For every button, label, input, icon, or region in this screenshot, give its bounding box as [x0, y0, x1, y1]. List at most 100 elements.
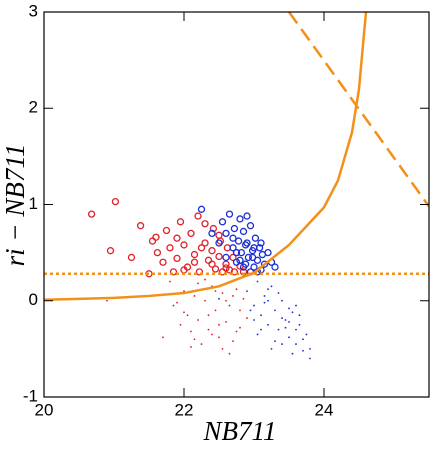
point	[302, 349, 304, 352]
point	[183, 290, 185, 293]
point	[235, 330, 238, 333]
y-tick-label: 0	[29, 290, 38, 309]
x-tick-label: 24	[315, 400, 334, 419]
point	[176, 218, 185, 226]
point	[162, 226, 171, 235]
point	[260, 314, 262, 317]
point	[208, 260, 216, 268]
point	[281, 317, 283, 319]
x-tick-label: 20	[35, 400, 54, 419]
point	[106, 247, 115, 255]
point	[162, 336, 164, 339]
point	[197, 319, 199, 321]
y-tick-label: 2	[29, 98, 38, 117]
point	[215, 239, 223, 247]
point	[302, 338, 304, 341]
point	[260, 260, 269, 268]
point	[267, 299, 269, 302]
point	[288, 307, 290, 310]
point	[225, 321, 227, 323]
point	[209, 224, 218, 233]
point	[190, 346, 192, 348]
point	[271, 263, 279, 271]
point	[239, 309, 241, 312]
point	[295, 304, 297, 307]
point	[257, 239, 265, 247]
point	[172, 304, 175, 307]
point	[190, 258, 199, 266]
point	[111, 197, 120, 206]
point	[214, 309, 217, 312]
point	[193, 338, 196, 341]
point	[277, 292, 280, 294]
point	[190, 330, 192, 333]
point	[221, 292, 224, 294]
point	[218, 336, 220, 339]
point	[264, 248, 272, 257]
point	[186, 314, 189, 317]
point	[230, 224, 239, 233]
point	[148, 237, 157, 245]
x-axis-label: NB711	[203, 416, 277, 446]
point	[225, 210, 234, 218]
point	[187, 229, 195, 238]
point	[204, 256, 213, 264]
point	[179, 323, 182, 326]
point	[229, 253, 237, 262]
point	[236, 256, 244, 264]
point	[244, 253, 253, 262]
point	[288, 321, 290, 323]
point	[228, 304, 231, 307]
point	[201, 220, 209, 228]
point	[256, 280, 259, 283]
point	[190, 250, 199, 259]
point	[243, 212, 251, 220]
curve	[287, 12, 429, 208]
point	[136, 222, 145, 230]
point	[291, 352, 294, 355]
point	[284, 319, 287, 321]
point	[222, 260, 230, 268]
point	[256, 333, 259, 336]
point	[232, 340, 234, 343]
point	[218, 218, 227, 226]
point	[267, 323, 269, 326]
point	[204, 278, 206, 281]
point	[228, 352, 231, 355]
point	[207, 314, 210, 317]
point	[229, 244, 237, 252]
point	[309, 347, 311, 350]
point	[197, 205, 206, 213]
point	[234, 237, 243, 245]
point	[221, 347, 224, 350]
point	[204, 299, 206, 302]
point	[249, 309, 252, 312]
point	[274, 340, 276, 343]
point	[270, 347, 273, 350]
point	[197, 282, 199, 285]
point	[246, 317, 248, 319]
point	[242, 297, 245, 300]
point	[193, 295, 196, 297]
point	[173, 234, 181, 242]
point	[232, 258, 241, 266]
point	[251, 234, 260, 242]
point	[218, 323, 220, 326]
point	[295, 328, 297, 331]
point	[127, 253, 136, 262]
point	[173, 254, 181, 263]
point	[201, 239, 209, 247]
point	[215, 252, 223, 261]
point	[270, 285, 273, 288]
point	[211, 333, 213, 336]
point	[277, 328, 280, 331]
point	[236, 215, 244, 223]
point	[225, 299, 227, 302]
point	[208, 247, 216, 255]
point	[200, 343, 203, 345]
point	[260, 328, 262, 331]
point	[87, 210, 96, 218]
point	[281, 343, 283, 345]
point	[215, 231, 223, 239]
